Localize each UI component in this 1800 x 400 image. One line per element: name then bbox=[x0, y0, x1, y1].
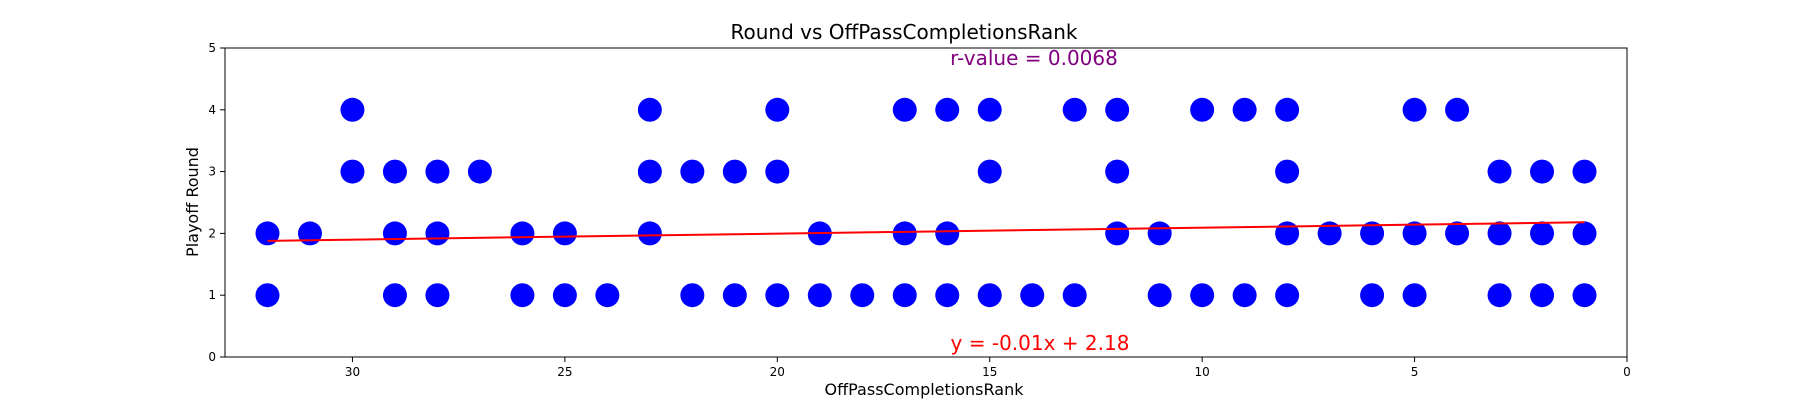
data-point bbox=[1572, 221, 1597, 246]
data-point bbox=[1275, 159, 1300, 184]
data-point bbox=[255, 221, 280, 246]
data-point bbox=[1317, 221, 1342, 246]
data-point bbox=[807, 283, 832, 308]
data-point bbox=[552, 221, 577, 246]
data-point bbox=[977, 159, 1002, 184]
data-point bbox=[637, 97, 662, 122]
data-point bbox=[1275, 97, 1300, 122]
data-point bbox=[1530, 159, 1555, 184]
x-tick-label: 20 bbox=[770, 365, 785, 379]
data-point bbox=[1360, 221, 1385, 246]
data-point bbox=[467, 159, 492, 184]
x-tick-label: 10 bbox=[1195, 365, 1210, 379]
data-point bbox=[1105, 97, 1130, 122]
data-point bbox=[1572, 283, 1597, 308]
x-tick-label: 25 bbox=[557, 365, 572, 379]
data-point bbox=[1062, 283, 1087, 308]
data-point bbox=[595, 283, 620, 308]
data-point bbox=[765, 159, 790, 184]
x-tick-label: 15 bbox=[982, 365, 997, 379]
data-point bbox=[382, 221, 407, 246]
data-point bbox=[340, 159, 365, 184]
data-point bbox=[1402, 283, 1427, 308]
data-point bbox=[765, 283, 790, 308]
data-point bbox=[382, 283, 407, 308]
data-point bbox=[1487, 283, 1512, 308]
data-point bbox=[1105, 159, 1130, 184]
data-point bbox=[935, 221, 960, 246]
data-point bbox=[425, 159, 450, 184]
data-point bbox=[510, 221, 535, 246]
y-tick-label: 1 bbox=[208, 288, 216, 302]
x-axis-label: OffPassCompletionsRank bbox=[825, 380, 1025, 399]
data-point bbox=[1445, 221, 1470, 246]
data-point bbox=[637, 159, 662, 184]
data-point bbox=[935, 283, 960, 308]
data-point bbox=[1105, 221, 1130, 246]
data-point bbox=[1530, 221, 1555, 246]
data-point bbox=[1147, 221, 1172, 246]
data-point bbox=[1147, 283, 1172, 308]
data-point bbox=[1445, 97, 1470, 122]
data-point bbox=[1232, 283, 1257, 308]
data-point bbox=[680, 283, 705, 308]
data-point bbox=[382, 159, 407, 184]
y-tick-label: 0 bbox=[208, 350, 216, 364]
data-point bbox=[765, 97, 790, 122]
data-point bbox=[297, 221, 322, 246]
y-tick-label: 5 bbox=[208, 41, 216, 55]
data-point bbox=[552, 283, 577, 308]
data-point bbox=[1062, 97, 1087, 122]
data-point bbox=[680, 159, 705, 184]
data-point bbox=[425, 221, 450, 246]
r-value-annotation: r-value = 0.0068 bbox=[950, 46, 1118, 70]
data-point bbox=[637, 221, 662, 246]
y-tick-label: 4 bbox=[208, 103, 216, 117]
data-point bbox=[425, 283, 450, 308]
data-point bbox=[510, 283, 535, 308]
data-point bbox=[892, 283, 917, 308]
data-point bbox=[935, 97, 960, 122]
plot-area: 30 25 20 15 10 5 0 0 1 2 3 4 5 bbox=[208, 41, 1630, 379]
data-point bbox=[1402, 221, 1427, 246]
data-point bbox=[1190, 97, 1215, 122]
data-point bbox=[1530, 283, 1555, 308]
data-point bbox=[1360, 283, 1385, 308]
data-point bbox=[1020, 283, 1045, 308]
chart-title: Round vs OffPassCompletionsRank bbox=[731, 20, 1078, 44]
data-point bbox=[255, 283, 280, 308]
y-tick-label: 2 bbox=[208, 226, 216, 240]
data-point bbox=[1487, 159, 1512, 184]
data-point bbox=[1275, 221, 1300, 246]
x-tick-label: 30 bbox=[345, 365, 360, 379]
data-point bbox=[1402, 97, 1427, 122]
plot-frame bbox=[224, 47, 1628, 358]
data-point bbox=[850, 283, 875, 308]
data-point bbox=[1190, 283, 1215, 308]
data-point bbox=[722, 283, 747, 308]
regression-equation-annotation: y = -0.01x + 2.18 bbox=[951, 331, 1130, 355]
data-point bbox=[722, 159, 747, 184]
y-axis-label: Playoff Round bbox=[183, 147, 202, 257]
data-point bbox=[340, 97, 365, 122]
x-tick-label: 5 bbox=[1411, 365, 1419, 379]
data-point bbox=[1487, 221, 1512, 246]
data-point bbox=[1275, 283, 1300, 308]
regression-line bbox=[267, 221, 1585, 242]
data-point bbox=[892, 221, 917, 246]
data-point bbox=[1232, 97, 1257, 122]
x-tick-label: 0 bbox=[1623, 365, 1631, 379]
data-point bbox=[1572, 159, 1597, 184]
y-tick-label: 3 bbox=[208, 165, 216, 179]
data-point bbox=[977, 97, 1002, 122]
data-point bbox=[892, 97, 917, 122]
data-point bbox=[977, 283, 1002, 308]
